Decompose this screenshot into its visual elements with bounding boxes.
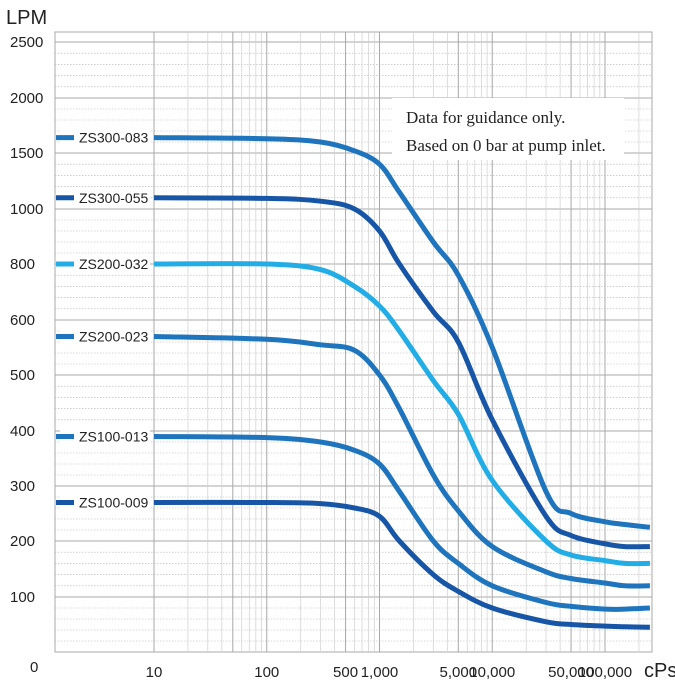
x-tick-label: 50,000 (548, 664, 594, 681)
y-tick-label: 200 (10, 533, 35, 550)
series-label-background (60, 254, 150, 274)
x-tick-label: 500 (333, 664, 358, 681)
x-tick-label: 10,000 (469, 664, 515, 681)
y-axis-ticks: 0 100 200 300 400 500 600 800 1000 1500 2000 2500 (10, 34, 43, 676)
y-tick-label: 500 (10, 367, 35, 384)
series-line-zs300-083 (153, 135, 651, 530)
y-tick-label: 2000 (10, 90, 43, 107)
series-label-background (60, 326, 150, 347)
y-tick-label: 1500 (10, 145, 43, 162)
series-label-zs300-083: ZS300-083 (79, 130, 148, 146)
series-label-zs200-032: ZS200-032 (79, 256, 148, 272)
x-tick-label: 100,000 (578, 664, 632, 681)
x-tick-label: 10 (146, 664, 163, 681)
series-line-zs300-055 (153, 195, 650, 550)
x-tick-label: 5,000 (440, 664, 478, 681)
series-line-zs100-013 (153, 434, 651, 612)
series-label-zs100-013: ZS100-013 (79, 429, 148, 445)
series-label-background (60, 426, 150, 447)
x-axis-title: cPs (644, 660, 675, 682)
series-label-zs100-009: ZS100-009 (79, 495, 148, 511)
y-tick-label: 600 (10, 312, 35, 329)
series-label-background (60, 187, 150, 208)
y-tick-label: 100 (10, 589, 35, 606)
y-tick-label: 800 (10, 256, 35, 273)
series-label-background (60, 127, 150, 148)
annotation-background (392, 98, 624, 160)
y-tick-label: 0 (30, 659, 38, 676)
annotation-line-1: Data for guidance only. (406, 108, 565, 127)
series-line-zs200-023 (153, 334, 650, 589)
annotation-box: Data for guidance only. Based on 0 bar a… (392, 98, 624, 160)
series-line-zs200-032 (153, 261, 650, 567)
y-tick-label: 1000 (10, 201, 43, 218)
annotation-line-2: Based on 0 bar at pump inlet. (406, 136, 606, 155)
series-label-background (60, 492, 150, 513)
series-labels: ZS300-083 ZS300-055 ZS200-032 ZS200-023 ZS10… (56, 127, 150, 513)
series-lines (153, 135, 651, 630)
series-line-zs100-009 (153, 499, 650, 630)
y-axis-title: LPM (6, 7, 47, 29)
x-tick-label: 1,000 (361, 664, 399, 681)
y-tick-label: 400 (10, 423, 35, 440)
x-tick-label: 100 (254, 664, 279, 681)
series-label-zs300-055: ZS300-055 (79, 190, 148, 206)
y-tick-label: 2500 (10, 34, 43, 51)
y-tick-label: 300 (10, 478, 35, 495)
series-label-zs200-023: ZS200-023 (79, 329, 148, 345)
